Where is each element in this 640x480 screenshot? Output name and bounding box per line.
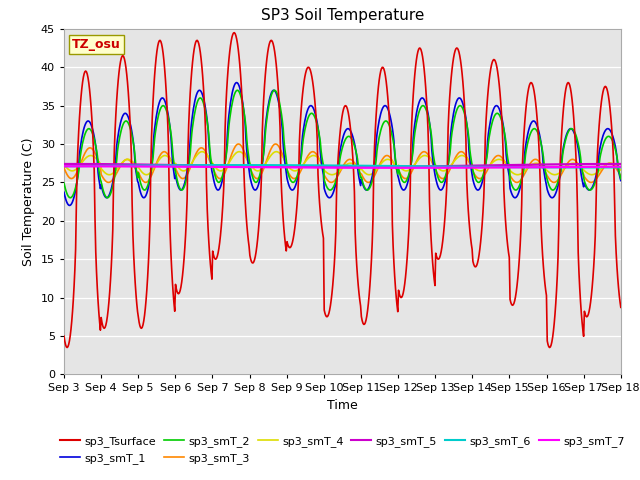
sp3_smT_6 bbox=[214, 162, 221, 168]
sp3_smT_2 bbox=[104, 195, 111, 201]
sp3_smT_3 bbox=[365, 180, 372, 185]
sp3_Tsurface bbox=[214, 250, 222, 256]
Line: sp3_smT_6: sp3_smT_6 bbox=[64, 165, 621, 168]
sp3_smT_2 bbox=[214, 180, 222, 185]
Line: sp3_smT_2: sp3_smT_2 bbox=[64, 90, 621, 198]
Line: sp3_smT_5: sp3_smT_5 bbox=[64, 164, 621, 167]
sp3_smT_7 bbox=[70, 163, 78, 169]
sp3_smT_6 bbox=[127, 163, 135, 168]
sp3_smT_7 bbox=[428, 165, 435, 171]
sp3_smT_1 bbox=[71, 191, 79, 196]
sp3_Tsurface bbox=[60, 333, 68, 339]
sp3_smT_3 bbox=[60, 165, 68, 171]
sp3_smT_4 bbox=[184, 166, 192, 171]
sp3_smT_1 bbox=[185, 156, 193, 162]
sp3_Tsurface bbox=[617, 304, 625, 310]
X-axis label: Time: Time bbox=[327, 399, 358, 412]
sp3_smT_2 bbox=[428, 136, 436, 142]
sp3_smT_3 bbox=[617, 173, 625, 179]
sp3_smT_2 bbox=[234, 87, 241, 93]
sp3_smT_4 bbox=[617, 167, 625, 173]
sp3_smT_4 bbox=[60, 162, 68, 168]
sp3_Tsurface bbox=[412, 64, 419, 70]
sp3_smT_6 bbox=[184, 162, 192, 168]
sp3_smT_7 bbox=[617, 164, 625, 169]
sp3_smT_5 bbox=[617, 161, 625, 167]
sp3_smT_5 bbox=[127, 161, 135, 167]
sp3_Tsurface bbox=[128, 202, 136, 207]
sp3_smT_1 bbox=[214, 187, 222, 193]
sp3_smT_1 bbox=[617, 178, 625, 183]
sp3_smT_6 bbox=[617, 165, 625, 170]
sp3_smT_3 bbox=[428, 159, 436, 165]
sp3_smT_4 bbox=[365, 172, 373, 178]
sp3_smT_4 bbox=[127, 158, 135, 164]
Line: sp3_Tsurface: sp3_Tsurface bbox=[64, 33, 621, 348]
sp3_Tsurface bbox=[63, 345, 71, 350]
sp3_Tsurface bbox=[428, 249, 436, 254]
sp3_smT_4 bbox=[273, 149, 280, 155]
sp3_smT_7 bbox=[127, 164, 135, 169]
sp3_smT_2 bbox=[412, 125, 419, 131]
sp3_smT_7 bbox=[411, 165, 419, 171]
sp3_smT_2 bbox=[70, 190, 78, 195]
sp3_Tsurface bbox=[230, 30, 238, 36]
sp3_smT_6 bbox=[582, 165, 590, 170]
sp3_Tsurface bbox=[185, 122, 193, 128]
sp3_smT_4 bbox=[70, 168, 78, 173]
sp3_smT_1 bbox=[128, 131, 136, 136]
sp3_smT_5 bbox=[214, 163, 221, 168]
sp3_smT_6 bbox=[234, 162, 242, 168]
sp3_smT_5 bbox=[338, 164, 346, 170]
sp3_smT_1 bbox=[60, 190, 68, 195]
sp3_smT_2 bbox=[185, 163, 193, 169]
sp3_smT_5 bbox=[428, 164, 435, 169]
sp3_smT_6 bbox=[60, 163, 68, 169]
Line: sp3_smT_1: sp3_smT_1 bbox=[64, 83, 621, 205]
sp3_smT_2 bbox=[60, 180, 68, 186]
sp3_Tsurface bbox=[71, 267, 79, 273]
Legend: sp3_Tsurface, sp3_smT_1, sp3_smT_2, sp3_smT_3, sp3_smT_4, sp3_smT_5, sp3_smT_6, : sp3_Tsurface, sp3_smT_1, sp3_smT_2, sp3_… bbox=[56, 432, 629, 468]
sp3_smT_1 bbox=[412, 115, 419, 121]
sp3_smT_5 bbox=[60, 161, 68, 167]
sp3_smT_3 bbox=[271, 141, 279, 147]
Line: sp3_smT_3: sp3_smT_3 bbox=[64, 144, 621, 182]
sp3_smT_6 bbox=[428, 164, 435, 169]
Line: sp3_smT_4: sp3_smT_4 bbox=[64, 152, 621, 175]
sp3_smT_5 bbox=[411, 164, 419, 169]
sp3_smT_3 bbox=[184, 170, 192, 176]
sp3_smT_4 bbox=[412, 160, 419, 166]
sp3_smT_5 bbox=[70, 161, 78, 167]
sp3_smT_3 bbox=[214, 174, 221, 180]
Line: sp3_smT_7: sp3_smT_7 bbox=[64, 166, 621, 168]
sp3_smT_7 bbox=[214, 164, 221, 170]
sp3_smT_3 bbox=[70, 174, 78, 180]
sp3_smT_1 bbox=[65, 203, 73, 208]
sp3_smT_3 bbox=[127, 159, 135, 165]
sp3_smT_2 bbox=[617, 176, 625, 181]
sp3_smT_1 bbox=[428, 147, 436, 153]
Text: TZ_osu: TZ_osu bbox=[72, 38, 121, 51]
sp3_smT_7 bbox=[184, 164, 192, 169]
sp3_smT_4 bbox=[214, 167, 221, 172]
Y-axis label: Soil Temperature (C): Soil Temperature (C) bbox=[22, 137, 35, 266]
sp3_smT_6 bbox=[411, 163, 419, 169]
sp3_smT_7 bbox=[394, 165, 402, 171]
sp3_smT_2 bbox=[128, 133, 136, 139]
sp3_smT_6 bbox=[70, 163, 78, 169]
sp3_smT_7 bbox=[60, 163, 68, 169]
sp3_smT_5 bbox=[184, 162, 192, 168]
sp3_smT_1 bbox=[233, 80, 241, 85]
sp3_smT_3 bbox=[412, 160, 419, 166]
sp3_smT_4 bbox=[428, 157, 436, 163]
Title: SP3 Soil Temperature: SP3 Soil Temperature bbox=[260, 9, 424, 24]
